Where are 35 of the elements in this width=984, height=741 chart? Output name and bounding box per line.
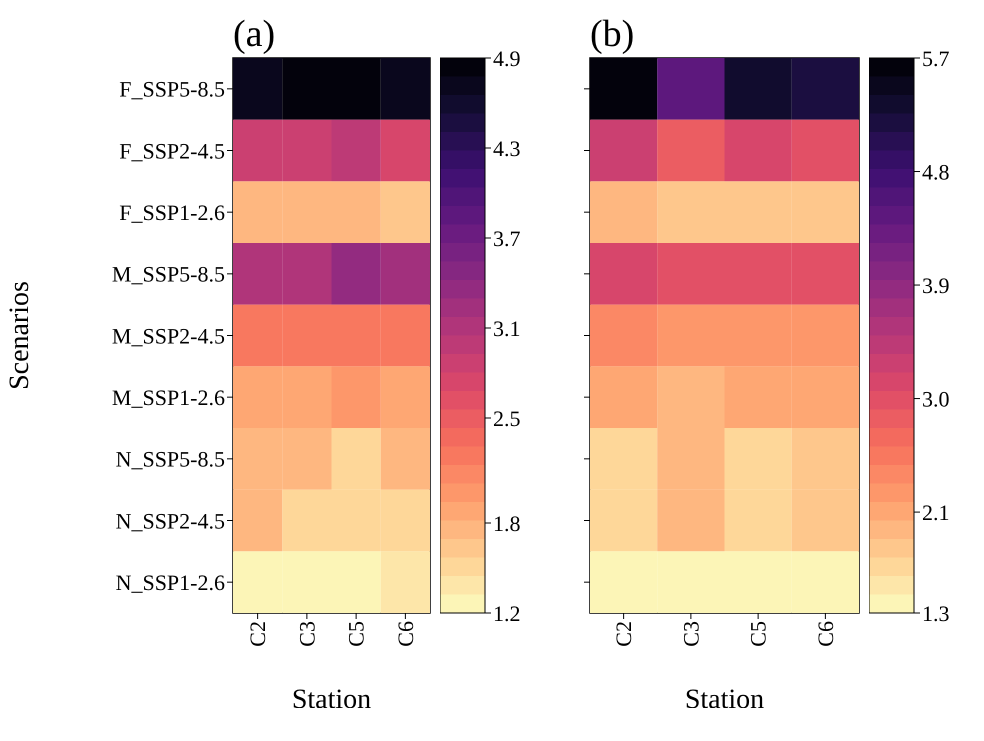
x-tick-label: C2 (611, 621, 636, 647)
y-axis-title: Scenarios (4, 281, 35, 390)
chart-title: (a) (233, 12, 276, 56)
x-axis-title: Station (684, 684, 764, 715)
color-bar-label: 2.5 (493, 406, 520, 431)
y-tick-label: N_SSP1-2.6 (116, 570, 225, 595)
y-tick-label: F_SSP2-4.5 (119, 138, 225, 164)
color-bar-label: 4.3 (493, 136, 520, 161)
color-bar-label: 4.8 (922, 159, 950, 184)
y-tick-label: M_SSP5-8.5 (112, 262, 225, 287)
color-bar-label: 4.9 (493, 46, 520, 71)
color-bar-label: 3.9 (922, 272, 950, 298)
color-bar-label: 1.3 (922, 600, 950, 626)
color-bar-label: 1.2 (493, 600, 520, 626)
y-tick-label: N_SSP5-8.5 (116, 446, 225, 472)
x-axis-title: Station (292, 684, 372, 715)
color-bar-label: 3.1 (493, 316, 520, 341)
y-tick-label: F_SSP5-8.5 (119, 76, 225, 102)
y-tick-label: F_SSP1-2.6 (119, 200, 225, 225)
y-tick-label: M_SSP2-4.5 (112, 323, 225, 348)
x-tick-label: C3 (294, 621, 320, 647)
y-tick-label: M_SSP1-2.6 (112, 384, 225, 410)
color-bar-label: 1.8 (493, 510, 520, 536)
color-bar-label: 5.7 (922, 46, 950, 71)
x-tick-label: C3 (678, 621, 704, 647)
x-tick-label: C6 (812, 621, 838, 647)
color-bar-label: 3.0 (922, 386, 950, 412)
color-bar-label: 3.7 (493, 226, 520, 251)
x-tick-label: C5 (746, 621, 771, 647)
chart-title: (b) (590, 12, 634, 56)
color-bar-label: 2.1 (922, 500, 950, 525)
x-tick-label: C6 (392, 621, 418, 647)
x-tick-label: C2 (245, 621, 270, 647)
y-tick-label: N_SSP2-4.5 (116, 508, 225, 534)
x-tick-label: C5 (344, 621, 369, 647)
